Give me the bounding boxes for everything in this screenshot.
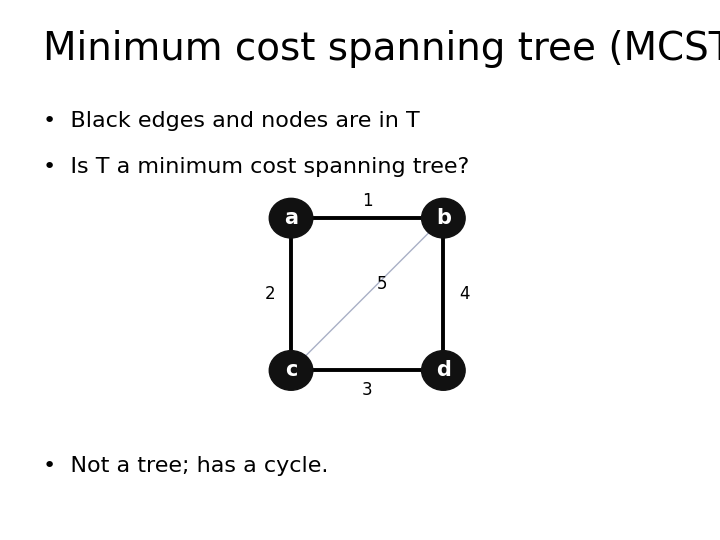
Text: b: b — [436, 208, 451, 228]
Text: c: c — [285, 361, 297, 381]
Ellipse shape — [422, 198, 465, 238]
Text: •  Is T a minimum cost spanning tree?: • Is T a minimum cost spanning tree? — [43, 157, 469, 177]
Text: 3: 3 — [362, 381, 372, 399]
Ellipse shape — [422, 350, 465, 390]
Text: a: a — [284, 208, 298, 228]
Text: 1: 1 — [362, 192, 372, 211]
Text: d: d — [436, 361, 451, 381]
Text: •  Black edges and nodes are in T: • Black edges and nodes are in T — [43, 111, 420, 131]
Text: 5: 5 — [377, 275, 387, 293]
Text: 4: 4 — [459, 285, 470, 303]
Text: •  Not a tree; has a cycle.: • Not a tree; has a cycle. — [43, 456, 328, 476]
Ellipse shape — [269, 350, 312, 390]
Text: Minimum cost spanning tree (MCST): Minimum cost spanning tree (MCST) — [43, 30, 720, 68]
Text: 2: 2 — [264, 285, 275, 303]
Ellipse shape — [269, 198, 312, 238]
